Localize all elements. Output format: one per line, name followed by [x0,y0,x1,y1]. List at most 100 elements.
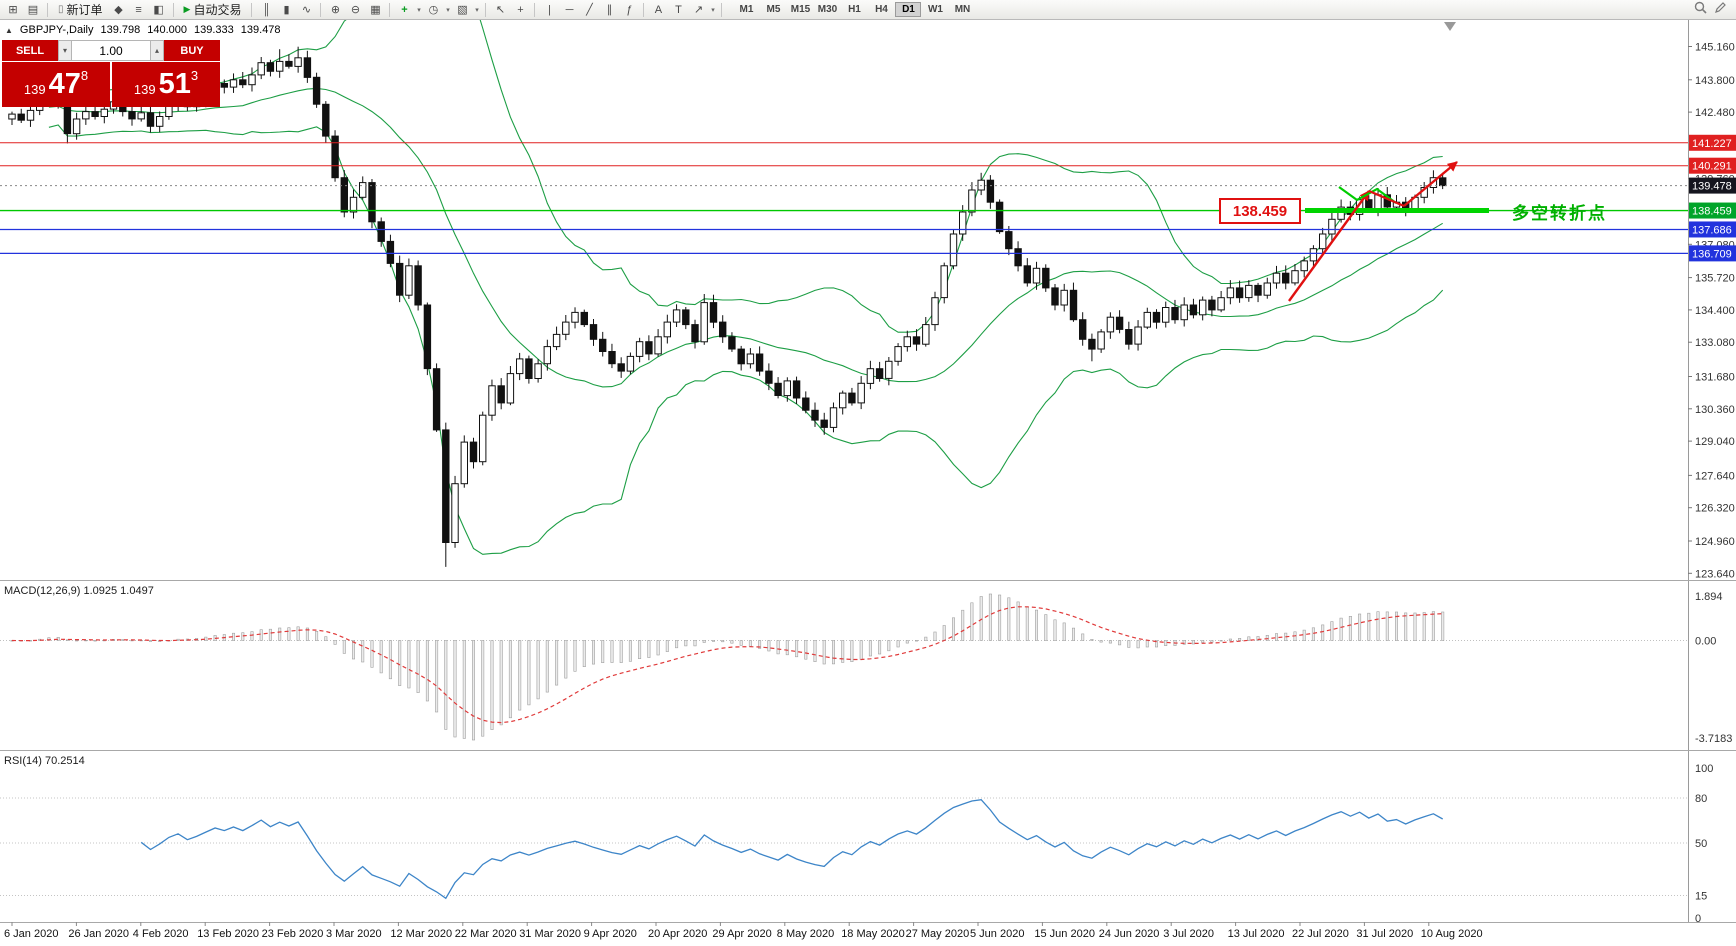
cursor-icon[interactable]: ↖ [495,3,506,16]
toolbar-separator [389,2,391,17]
svg-text:15: 15 [1695,891,1707,903]
autotrading-button[interactable]: ▶ 自动交易 [179,1,247,19]
svg-text:139.478: 139.478 [1692,181,1732,193]
periods-caret-icon[interactable]: ▾ [446,6,450,14]
sell-price-frac: 8 [80,68,89,83]
toolbar-separator [47,2,48,17]
price-axis[interactable]: 145.160143.800142.480139.760137.080135.7… [1688,20,1736,922]
svg-text:137.686: 137.686 [1692,224,1732,236]
templates-icon[interactable]: ▧ [457,3,468,16]
svg-text:0.00: 0.00 [1695,635,1716,647]
new-order-button[interactable]: ▯ 新订单 [53,1,108,19]
text-label-icon[interactable]: T [675,3,682,16]
zoom-out-icon[interactable]: ⊖ [350,3,361,16]
indicators-caret-icon[interactable]: ▾ [417,6,421,14]
green-zigzag[interactable] [1338,186,1397,204]
turning-point-note: 多空转折点 [1512,204,1607,223]
sell-button[interactable]: SELL [2,40,58,61]
svg-text:136.709: 136.709 [1692,248,1732,260]
timeframe-mn[interactable]: MN [954,4,971,15]
candles [8,46,1447,567]
price-badge [1689,245,1736,262]
high-value: 140.000 [147,24,188,36]
price-badge [1689,157,1736,174]
svg-text:123.640: 123.640 [1695,568,1735,580]
crosshair-icon[interactable]: + [517,3,524,16]
volume-up-stepper[interactable]: ▴ [150,40,164,61]
data-window-icon[interactable]: ◧ [153,3,164,16]
main-toolbar: ⊞ ▤ ▯ 新订单 ◆ ≡ ◧ ▶ 自动交易 ║ ▮ ∿ ⊕ ⊖ ▦ + ▾ ◷… [0,0,1736,20]
timeframe-d1[interactable]: D1 [895,2,922,17]
toolbar-separator [251,2,253,17]
svg-text:15 Jun 2020: 15 Jun 2020 [1034,928,1095,940]
rsi-pane: 100 80 50 15 0 [0,763,1713,925]
market-watch-icon[interactable]: ≡ [135,3,142,16]
line-chart-icon[interactable]: ∿ [301,3,312,16]
horizontal-line-icon[interactable]: ─ [565,3,574,16]
zoom-in-icon[interactable]: ⊕ [330,3,341,16]
autotrading-label: 自动交易 [193,3,242,17]
svg-text:126.320: 126.320 [1695,503,1735,515]
svg-text:20 Apr 2020: 20 Apr 2020 [648,928,707,940]
templates-caret-icon[interactable]: ▾ [475,6,479,14]
channel-icon[interactable]: ∥ [606,3,613,16]
text-icon[interactable]: A [654,3,663,16]
time-axis[interactable]: 6 Jan 2020 26 Jan 2020 4 Feb 2020 13 Feb 20… [4,922,1483,940]
svg-text:31 Jul 2020: 31 Jul 2020 [1356,928,1413,940]
timeframe-m30[interactable]: M30 [817,4,838,15]
timeframe-m15[interactable]: M15 [790,4,811,15]
trend-arrow[interactable] [1403,161,1458,207]
metaeditor-icon[interactable]: ◆ [114,3,123,16]
svg-text:3 Jul 2020: 3 Jul 2020 [1163,928,1214,940]
grid-icon[interactable]: ▦ [370,3,381,16]
bar-chart-icon[interactable]: ║ [262,3,271,16]
toolbar-separator [643,2,645,17]
periods-icon[interactable]: ◷ [428,3,439,16]
chart-shift-marker[interactable] [1444,22,1456,31]
trend-annotations[interactable] [1288,161,1458,302]
svg-text:100: 100 [1695,763,1713,775]
timeframe-h1[interactable]: H1 [848,4,861,15]
macd-indicator-label: MACD(12,26,9) 1.0925 1.0497 [4,585,154,597]
trendline-icon[interactable]: ╱ [586,3,593,16]
svg-text:31 Mar 2020: 31 Mar 2020 [519,928,581,940]
timeframe-m1[interactable]: M1 [739,4,754,15]
chart-profiles-icon[interactable]: ▤ [27,3,39,16]
search-icon[interactable] [1694,1,1707,19]
arrows-icon[interactable]: ↗ [693,3,704,16]
timeframe-m5[interactable]: M5 [766,4,781,15]
volume-input[interactable] [72,41,150,60]
fibonacci-icon[interactable]: ƒ [626,3,633,16]
trend-arrow[interactable] [1288,190,1370,302]
sell-price-button[interactable]: 139 47 8 [2,62,110,107]
timeframe-w1[interactable]: W1 [927,4,943,15]
svg-text:134.400: 134.400 [1695,305,1735,317]
macd-pane: 1.894 0.00 -3.7183 [0,591,1732,745]
svg-text:143.800: 143.800 [1695,75,1735,87]
one-click-trading-panel: SELL ▾ ▴ BUY 139 47 8 139 51 3 [2,40,220,107]
level-price-callout[interactable]: 138.459 [1219,198,1301,224]
svg-text:138.459: 138.459 [1692,206,1732,218]
svg-text:9 Apr 2020: 9 Apr 2020 [584,928,637,940]
open-value: 139.798 [100,24,141,36]
candlestick-chart-icon[interactable]: ▮ [283,3,290,16]
one-click-collapse-arrow[interactable]: ▲ [5,25,13,35]
svg-text:80: 80 [1695,793,1707,805]
indicators-icon[interactable]: + [401,3,408,16]
red-link-line[interactable] [1368,189,1405,208]
buy-button[interactable]: BUY [164,40,220,61]
svg-text:23 Feb 2020: 23 Feb 2020 [262,928,324,940]
buy-price-button[interactable]: 139 51 3 [112,62,220,107]
pencil-icon[interactable] [1714,1,1727,19]
chart-ohlc-info: ▲ GBPJPY-,Daily 139.798 140.000 139.333 … [5,24,281,36]
timeframe-h4[interactable]: H4 [875,4,888,15]
volume-down-stepper[interactable]: ▾ [58,40,72,61]
new-chart-icon[interactable]: ⊞ [8,3,18,16]
rsi-indicator-label: RSI(14) 70.2514 [4,755,85,767]
chart-canvas[interactable]: 145.160143.800142.480139.760137.080135.7… [0,20,1736,946]
bollinger-bands [48,20,1444,555]
vertical-line-icon[interactable]: | [548,3,551,16]
timeframe-group: M1 M5 M15 M30 H1 H4 D1 W1 MN [733,2,975,17]
toolbar-right-group [1694,1,1732,19]
arrows-caret-icon[interactable]: ▾ [711,6,715,14]
